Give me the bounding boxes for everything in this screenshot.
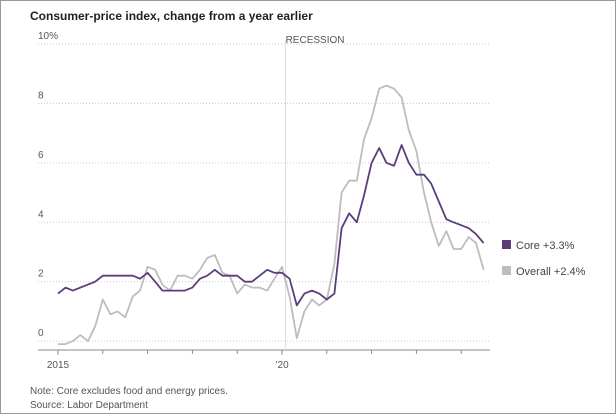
y-tick-label: 6	[38, 150, 44, 161]
x-tick-label: 2015	[47, 360, 70, 371]
legend-swatch	[502, 240, 511, 249]
series-line	[57, 144, 485, 307]
y-tick-label: 0	[38, 328, 44, 339]
chart-title: Consumer-price index, change from a year…	[30, 9, 313, 23]
y-tick-label: 10%	[38, 31, 58, 42]
legend-swatch	[502, 266, 511, 275]
series-line	[58, 84, 485, 345]
y-tick-label: 2	[38, 269, 44, 280]
source: Source: Labor Department	[30, 400, 148, 411]
note: Note: Core excludes food and energy pric…	[30, 386, 228, 397]
y-tick-label: 4	[38, 209, 44, 220]
legend-label: Core +3.3%	[516, 240, 575, 252]
recession-label: RECESSION	[286, 35, 345, 46]
y-tick-label: 8	[38, 90, 44, 101]
legend-label: Overall +2.4%	[516, 266, 586, 278]
x-tick-label: ’20	[275, 360, 289, 371]
